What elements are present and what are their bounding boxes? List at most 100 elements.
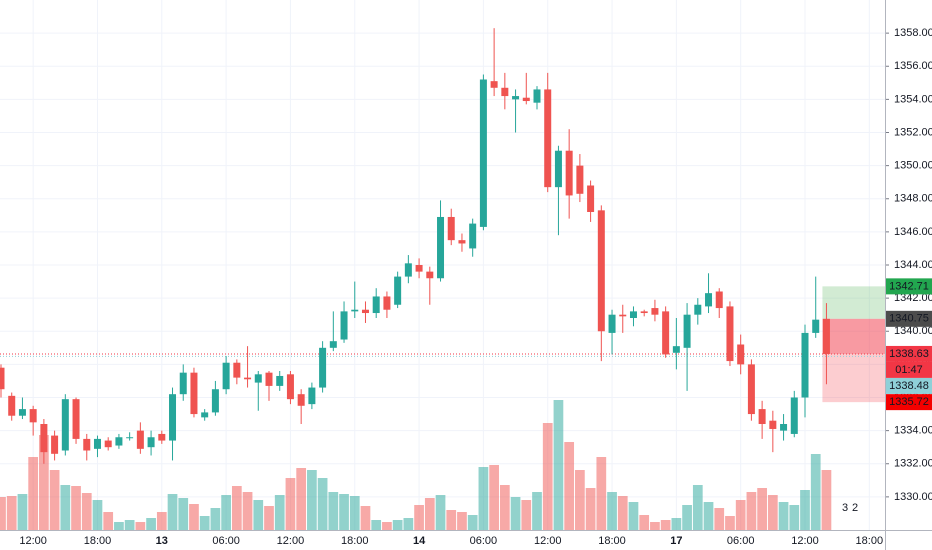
candle-body — [437, 216, 445, 279]
candle-body — [651, 308, 659, 315]
x-tick-label: 12:00 — [534, 535, 562, 547]
volume-bar — [596, 457, 607, 530]
volume-bar — [92, 500, 103, 530]
volume-bar — [71, 486, 81, 530]
candle-body — [447, 216, 455, 241]
candle-body — [608, 314, 616, 333]
candle-body — [61, 399, 69, 451]
x-tick-label: 18:00 — [84, 535, 112, 547]
volume-bar — [264, 506, 274, 530]
volume-bar — [628, 502, 639, 530]
candle-body — [29, 409, 37, 423]
price-label: 1340.75 — [889, 313, 929, 325]
price-label-box — [886, 377, 932, 394]
volume-bar — [285, 478, 296, 530]
candle-body — [394, 276, 402, 305]
candle-body — [587, 185, 595, 212]
candle-body — [18, 409, 26, 416]
volume-bar — [446, 510, 457, 530]
volume-bar — [28, 457, 39, 530]
candle-body — [233, 362, 241, 378]
badge: 3 — [842, 502, 848, 514]
volume-bar — [253, 500, 264, 530]
y-tick-label: 1354.00 — [894, 93, 932, 105]
candle-body — [715, 291, 723, 309]
candle-body — [351, 309, 359, 312]
candle-body — [662, 311, 670, 355]
candle-body — [565, 150, 573, 196]
x-tick-label: 06:00 — [470, 535, 498, 547]
countdown: 01:47 — [895, 364, 923, 376]
x-tick-label: 18:00 — [341, 535, 369, 547]
y-tick-label: 1342.00 — [894, 292, 932, 304]
volume-bar — [553, 400, 564, 530]
volume-bar — [210, 508, 221, 530]
y-tick-label: 1356.00 — [894, 60, 932, 72]
volume-bar — [403, 518, 414, 530]
candle-body — [254, 374, 262, 383]
candle-body — [8, 395, 16, 416]
candle-body — [458, 240, 466, 244]
candle-layer — [0, 28, 830, 464]
volume-bar — [60, 485, 71, 530]
candle-body — [554, 150, 562, 188]
volume-bar — [167, 494, 178, 530]
volume-bar — [0, 497, 6, 530]
volume-bar — [231, 486, 242, 530]
candle-body — [169, 394, 177, 441]
volume-bar — [124, 520, 135, 530]
candle-body — [276, 375, 284, 386]
volume-bar — [650, 522, 660, 530]
volume-bar — [682, 505, 692, 530]
candle-body — [147, 437, 155, 448]
volume-bar — [360, 506, 371, 530]
price-label: 1338.48 — [889, 380, 929, 392]
volume-bar — [725, 516, 735, 530]
volume-bar — [660, 520, 671, 530]
volume-bar — [671, 518, 682, 530]
candle-body — [533, 89, 541, 103]
volume-bar — [156, 512, 167, 530]
candle-body — [790, 397, 798, 434]
candle-body — [201, 412, 209, 418]
candle-body — [512, 96, 520, 100]
candle-body — [822, 318, 830, 354]
candle-body — [469, 223, 477, 249]
candle-body — [522, 97, 530, 102]
candle-body — [490, 81, 498, 88]
volume-bar — [757, 488, 767, 530]
volume-bar — [371, 520, 382, 530]
volume-bar — [521, 500, 532, 530]
volume-bar — [274, 495, 285, 530]
price-label-box — [886, 310, 932, 327]
candle-body — [158, 433, 166, 441]
loss-zone-active — [822, 318, 885, 354]
candle-body — [0, 367, 5, 390]
position-tool — [0, 286, 885, 403]
price-label: 1342.71 — [889, 280, 929, 292]
volume-bar — [199, 516, 210, 530]
candle-body — [501, 87, 509, 97]
volume-bar — [575, 470, 585, 530]
candle-body — [801, 332, 809, 398]
volume-bar — [810, 454, 821, 530]
volume-bar — [435, 495, 446, 530]
candle-body — [426, 271, 434, 279]
candle-body — [747, 364, 755, 415]
x-tick-label: 18:00 — [856, 535, 884, 547]
candle-body — [265, 372, 273, 386]
x-tick-label: 14 — [413, 535, 426, 547]
volume-bar — [714, 508, 725, 530]
candle-body — [83, 438, 91, 451]
candle-body — [812, 319, 820, 333]
volume-bar — [146, 518, 156, 530]
volume-bar — [317, 478, 328, 530]
volume-bar — [114, 522, 124, 530]
y-tick-label: 1348.00 — [894, 193, 932, 205]
volume-bar — [767, 495, 778, 530]
volume-bar — [424, 498, 435, 530]
volume-bar — [821, 470, 832, 530]
volume-bar — [392, 520, 403, 530]
countdown-box — [886, 361, 932, 378]
